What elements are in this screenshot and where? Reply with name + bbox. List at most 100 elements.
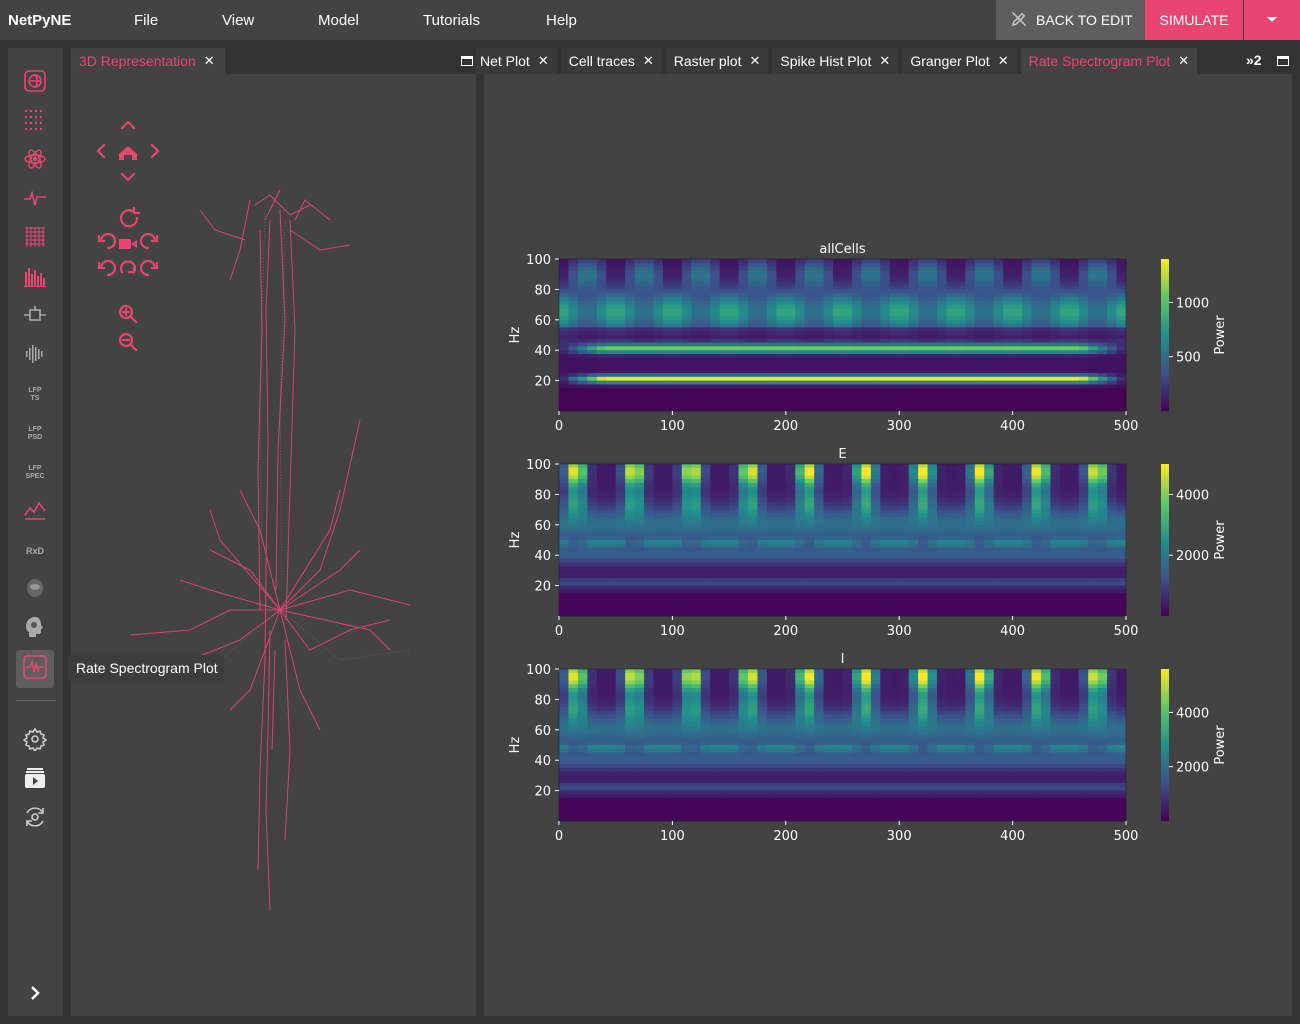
pan-down-icon[interactable] <box>120 172 136 182</box>
sidebar-item-blob[interactable] <box>20 575 50 605</box>
sidebar-item-sync[interactable] <box>20 804 50 834</box>
sidebar-item-rxd[interactable]: RxD <box>20 536 50 566</box>
heatmap-cell <box>776 581 787 587</box>
heatmap-cell <box>729 559 740 564</box>
heatmap-cell <box>946 293 957 298</box>
menu-view[interactable]: View <box>222 12 255 29</box>
heatmap-cell <box>795 346 806 351</box>
simulate-button[interactable]: SIMULATE <box>1145 0 1243 40</box>
heatmap-cell <box>1022 604 1032 609</box>
rotate-right-icon[interactable] <box>139 232 157 250</box>
menu-file[interactable]: File <box>134 12 159 29</box>
heatmap-cell <box>606 589 617 594</box>
sidebar-item-traces[interactable] <box>20 185 50 215</box>
sidebar-item-rate-spectrogram[interactable] <box>16 650 54 688</box>
pan-up-icon[interactable] <box>120 120 136 130</box>
sidebar-item-raster[interactable] <box>20 224 50 254</box>
heatmap-cell <box>577 335 588 340</box>
sidebar-item-grid[interactable] <box>20 107 50 137</box>
close-icon[interactable]: ✕ <box>879 53 891 68</box>
close-icon[interactable]: ✕ <box>537 53 549 68</box>
sidebar-item-lfp-ts[interactable]: LFP TS <box>20 380 50 410</box>
heatmap-cell <box>804 361 815 366</box>
tab-rate-spectrogram-plot[interactable]: Rate Spectrogram Plot ✕ <box>1020 48 1198 74</box>
heatmap-cell <box>1097 521 1108 526</box>
close-icon[interactable]: ✕ <box>997 53 1009 68</box>
tab-3d-representation[interactable]: 3D Representation ✕ <box>71 48 225 74</box>
tab-net-plot[interactable]: Net Plot ✕ <box>476 48 557 74</box>
pan-left-icon[interactable] <box>96 143 106 159</box>
heatmap-cell <box>955 521 966 526</box>
heatmap-cell <box>710 464 721 469</box>
sidebar-item-waveform[interactable] <box>20 341 50 371</box>
heatmap-cell <box>691 464 702 469</box>
heatmap-cell <box>955 342 966 347</box>
maximize-icon[interactable] <box>1277 56 1289 66</box>
heatmap-cell <box>1088 342 1099 347</box>
heatmap-cell <box>804 270 815 275</box>
tab-granger-plot[interactable]: Granger Plot ✕ <box>902 48 1017 74</box>
heatmap-cell <box>1078 608 1089 613</box>
heatmap-cell <box>927 373 938 378</box>
sidebar-item-line-chart[interactable] <box>20 497 50 527</box>
heatmap-cell <box>1031 369 1042 374</box>
heatmap-cell <box>965 608 976 613</box>
sidebar-item-connectivity[interactable] <box>20 302 50 332</box>
heatmap-cell <box>937 593 947 598</box>
camera-icon[interactable] <box>119 239 131 249</box>
tab-raster-plot[interactable]: Raster plot ✕ <box>665 48 769 74</box>
simulate-dropdown-button[interactable] <box>1244 0 1300 40</box>
rotate-down-left-icon[interactable] <box>99 259 117 277</box>
heatmap-cell <box>757 335 768 340</box>
menu-help[interactable]: Help <box>546 12 577 29</box>
heatmap-cell <box>927 274 938 279</box>
heatmap-cell <box>757 467 768 473</box>
close-icon[interactable]: ✕ <box>1178 53 1190 68</box>
heatmap-cell <box>1012 316 1023 321</box>
heatmap-cell <box>1003 323 1014 328</box>
heatmap-cell <box>634 562 645 568</box>
heatmap-cell <box>738 308 749 313</box>
heatmap-cell <box>889 479 900 484</box>
heatmap-cell <box>955 585 966 590</box>
pan-right-icon[interactable] <box>150 143 160 159</box>
heatmap-cell <box>1116 289 1127 294</box>
heatmap-cell <box>842 524 853 530</box>
menu-model[interactable]: Model <box>318 12 359 29</box>
heatmap-cell <box>625 262 636 268</box>
menu-tutorials[interactable]: Tutorials <box>423 12 480 29</box>
back-to-edit-button[interactable]: BACK TO EDIT <box>996 0 1145 40</box>
colorbar-label: Power <box>1213 520 1228 560</box>
sidebar-item-play-stack[interactable] <box>20 765 50 795</box>
rotate-left-icon[interactable] <box>99 232 117 250</box>
heatmap-cell <box>1022 600 1032 606</box>
rotate-down-right-icon[interactable] <box>139 259 157 277</box>
heatmap-cell <box>861 570 872 575</box>
sidebar-item-atom[interactable] <box>20 146 50 176</box>
tab-cell-traces[interactable]: Cell traces ✕ <box>560 48 662 74</box>
sidebar-item-3d[interactable] <box>20 68 50 98</box>
zoom-in-icon[interactable] <box>118 304 134 320</box>
heatmap-cell <box>880 521 891 526</box>
heatmap-cell <box>587 346 598 351</box>
sidebar-item-histogram[interactable] <box>20 263 50 293</box>
sidebar-expand-button[interactable] <box>20 980 50 1010</box>
sidebar-item-lfp-spec[interactable]: LFP SPEC <box>20 458 50 488</box>
close-icon[interactable]: ✕ <box>203 53 215 68</box>
tab-spike-hist-plot[interactable]: Spike Hist Plot ✕ <box>772 48 899 74</box>
home-icon[interactable] <box>119 146 137 160</box>
heatmap-cell <box>861 266 872 271</box>
maximize-icon[interactable] <box>461 56 473 66</box>
heatmap-cell <box>1022 513 1032 518</box>
heatmap-cell <box>691 551 702 556</box>
more-tabs-button[interactable]: »2 <box>1246 52 1262 68</box>
close-icon[interactable]: ✕ <box>749 53 761 68</box>
zoom-out-icon[interactable] <box>118 332 134 348</box>
close-icon[interactable]: ✕ <box>642 53 654 68</box>
sidebar-item-lfp-psd[interactable]: LFP PSD <box>20 419 50 449</box>
sidebar-item-settings[interactable] <box>20 726 50 756</box>
heatmap-cell <box>804 612 815 617</box>
heatmap-cell <box>1107 335 1118 340</box>
rotate-reset-icon[interactable] <box>119 209 139 228</box>
sidebar-item-brain[interactable] <box>20 614 50 644</box>
